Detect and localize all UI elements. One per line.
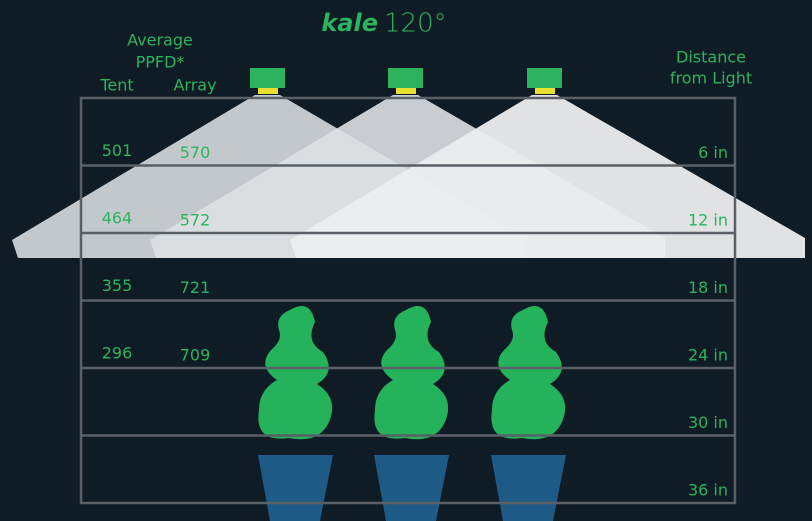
plant: [258, 306, 333, 521]
brand: kale: [321, 9, 378, 37]
angle: 120°: [384, 9, 447, 39]
header: from Light: [670, 69, 752, 88]
distance: 6 in: [698, 143, 728, 162]
distance: 30 in: [688, 413, 728, 432]
distance: 36 in: [688, 481, 728, 500]
plants: [258, 306, 566, 521]
fixtures: [250, 68, 562, 94]
tent-ppfd: 296: [102, 344, 133, 363]
tent-ppfd: 355: [102, 276, 133, 295]
led: [258, 88, 278, 94]
led: [535, 88, 555, 94]
light-cones: [12, 95, 805, 258]
header: PPFD*: [136, 53, 185, 72]
distance: 12 in: [688, 211, 728, 230]
foliage: [258, 306, 333, 440]
fixture: [250, 68, 285, 88]
array-ppfd: 570: [180, 143, 211, 162]
array-ppfd: 572: [180, 211, 211, 230]
header: Array: [173, 76, 216, 95]
distance: 18 in: [688, 278, 728, 297]
rows: 6 in 501 570 12 in 464 572 18 in 355 721 24 in 296…: [81, 141, 735, 500]
array-ppfd: 709: [180, 346, 211, 365]
cone: [290, 95, 805, 258]
header: Tent: [99, 76, 133, 95]
array-ppfd: 721: [180, 278, 211, 297]
tent-ppfd: 501: [102, 141, 133, 160]
led: [396, 88, 416, 94]
fixture: [388, 68, 423, 88]
distance: 24 in: [688, 346, 728, 365]
header: Average: [127, 31, 193, 50]
header: Distance: [676, 48, 746, 67]
pot: [258, 455, 333, 521]
fixture: [527, 68, 562, 88]
tent-ppfd: 464: [102, 209, 133, 228]
